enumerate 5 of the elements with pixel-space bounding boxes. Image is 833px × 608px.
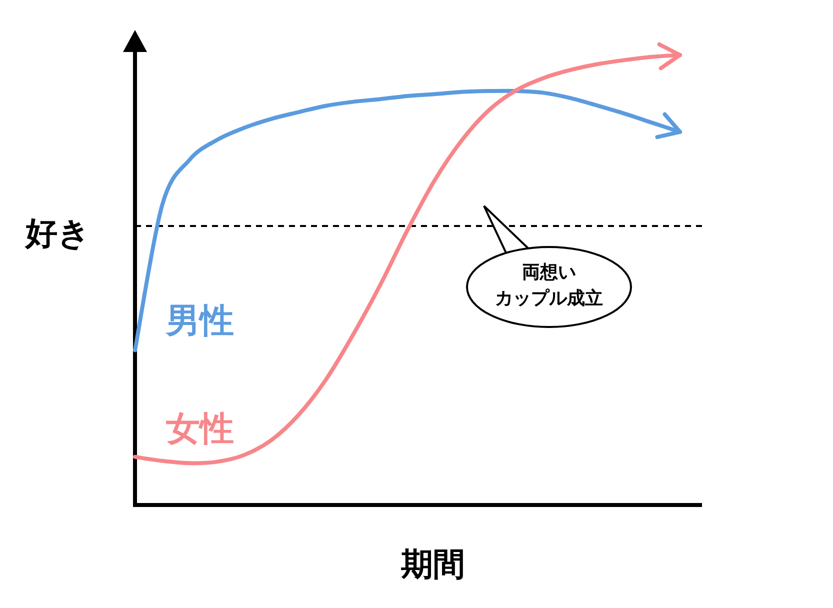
- y-axis-title: 好き: [24, 214, 90, 252]
- series-label: 女性: [165, 409, 234, 449]
- x-axis-title: 期間: [400, 545, 465, 583]
- series-label: 男性: [165, 301, 234, 341]
- ref-line-label: 両想いカップル成立: [495, 262, 603, 309]
